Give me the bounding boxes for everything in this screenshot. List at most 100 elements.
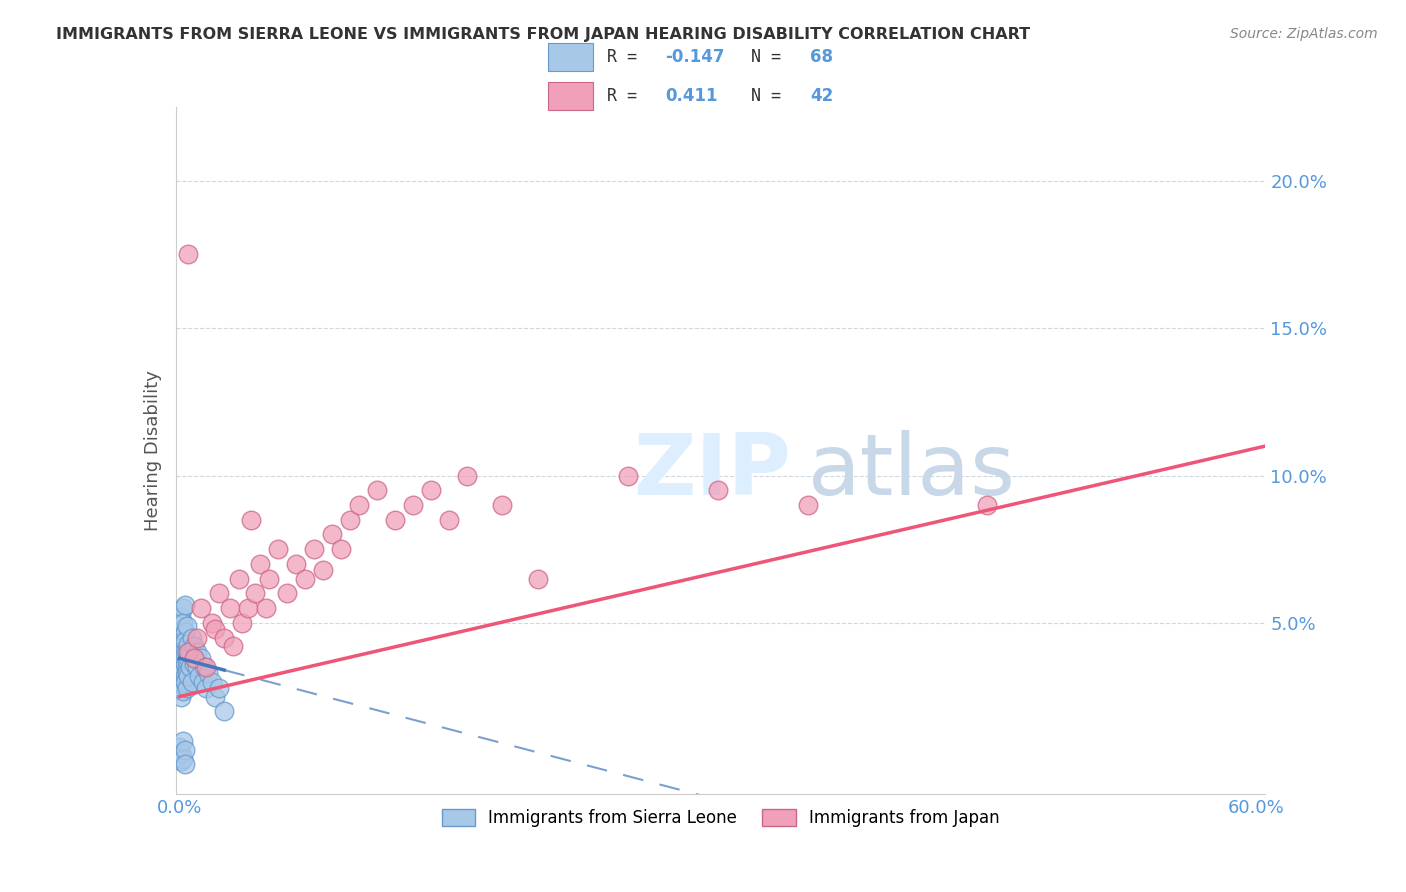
- Point: [179, 660, 201, 674]
- Point: [172, 666, 194, 681]
- Point: [302, 542, 325, 557]
- Point: [177, 636, 200, 650]
- Point: [172, 622, 194, 636]
- Point: [173, 633, 195, 648]
- Point: [176, 660, 198, 674]
- Point: [173, 669, 195, 683]
- Point: [184, 651, 207, 665]
- Point: [208, 586, 231, 600]
- Bar: [548, 82, 593, 110]
- Point: [172, 615, 194, 630]
- Point: [204, 622, 226, 636]
- Point: [257, 572, 280, 586]
- Point: [180, 674, 202, 689]
- Point: [204, 690, 226, 704]
- Point: [172, 660, 194, 674]
- Point: [218, 601, 240, 615]
- Point: [491, 498, 513, 512]
- Point: [177, 247, 200, 261]
- Point: [172, 645, 194, 659]
- Point: [176, 681, 198, 695]
- Point: [177, 669, 200, 683]
- Point: [191, 674, 214, 689]
- Point: [796, 498, 818, 512]
- Point: [170, 610, 193, 624]
- Point: [172, 654, 194, 668]
- Point: [177, 651, 200, 665]
- Point: [254, 601, 277, 615]
- Point: [456, 468, 478, 483]
- Point: [186, 631, 208, 645]
- Text: IMMIGRANTS FROM SIERRA LEONE VS IMMIGRANTS FROM JAPAN HEARING DISABILITY CORRELA: IMMIGRANTS FROM SIERRA LEONE VS IMMIGRAN…: [56, 27, 1031, 42]
- Text: 68: 68: [810, 47, 832, 66]
- Point: [173, 674, 195, 689]
- Point: [195, 660, 218, 674]
- Point: [169, 748, 191, 763]
- Point: [419, 483, 441, 498]
- Point: [193, 660, 215, 674]
- Point: [267, 542, 290, 557]
- Point: [172, 734, 194, 748]
- Point: [190, 651, 212, 665]
- Text: R =: R =: [606, 47, 647, 66]
- Point: [170, 657, 193, 672]
- Point: [186, 660, 208, 674]
- Point: [285, 557, 308, 571]
- Point: [212, 631, 235, 645]
- Point: [172, 633, 194, 648]
- Text: Source: ZipAtlas.com: Source: ZipAtlas.com: [1230, 27, 1378, 41]
- Point: [170, 651, 193, 665]
- Text: atlas: atlas: [807, 430, 1015, 513]
- Point: [347, 498, 370, 512]
- Point: [384, 513, 406, 527]
- Point: [222, 640, 245, 654]
- Point: [294, 572, 316, 586]
- Text: N =: N =: [751, 87, 792, 105]
- Text: -0.147: -0.147: [665, 47, 724, 66]
- Point: [172, 663, 194, 677]
- Point: [173, 742, 195, 756]
- Point: [173, 757, 195, 772]
- Point: [176, 666, 198, 681]
- Point: [176, 654, 198, 668]
- Point: [170, 755, 193, 769]
- Text: N =: N =: [751, 47, 792, 66]
- Point: [169, 739, 191, 754]
- Point: [201, 674, 224, 689]
- Point: [173, 648, 195, 663]
- Point: [249, 557, 271, 571]
- Point: [976, 498, 998, 512]
- Point: [231, 615, 253, 630]
- Point: [172, 678, 194, 692]
- Point: [617, 468, 640, 483]
- Point: [170, 631, 193, 645]
- Text: R =: R =: [606, 87, 657, 105]
- Point: [707, 483, 730, 498]
- Point: [183, 657, 205, 672]
- Point: [366, 483, 388, 498]
- Legend: Immigrants from Sierra Leone, Immigrants from Japan: Immigrants from Sierra Leone, Immigrants…: [434, 802, 1007, 834]
- Point: [208, 681, 231, 695]
- Point: [195, 681, 218, 695]
- Point: [170, 628, 193, 642]
- Point: [173, 657, 195, 672]
- Point: [236, 601, 259, 615]
- Point: [276, 586, 298, 600]
- Point: [312, 563, 335, 577]
- Point: [170, 674, 193, 689]
- Point: [172, 672, 194, 686]
- Point: [176, 619, 198, 633]
- Point: [183, 651, 205, 665]
- Point: [186, 645, 208, 659]
- Point: [172, 751, 194, 765]
- Point: [172, 683, 194, 698]
- Point: [170, 681, 193, 695]
- Point: [190, 601, 212, 615]
- Bar: [548, 43, 593, 70]
- Point: [176, 642, 198, 657]
- Point: [173, 598, 195, 612]
- Point: [240, 513, 263, 527]
- Point: [212, 704, 235, 718]
- Point: [179, 645, 201, 659]
- Text: ZIP: ZIP: [633, 430, 792, 513]
